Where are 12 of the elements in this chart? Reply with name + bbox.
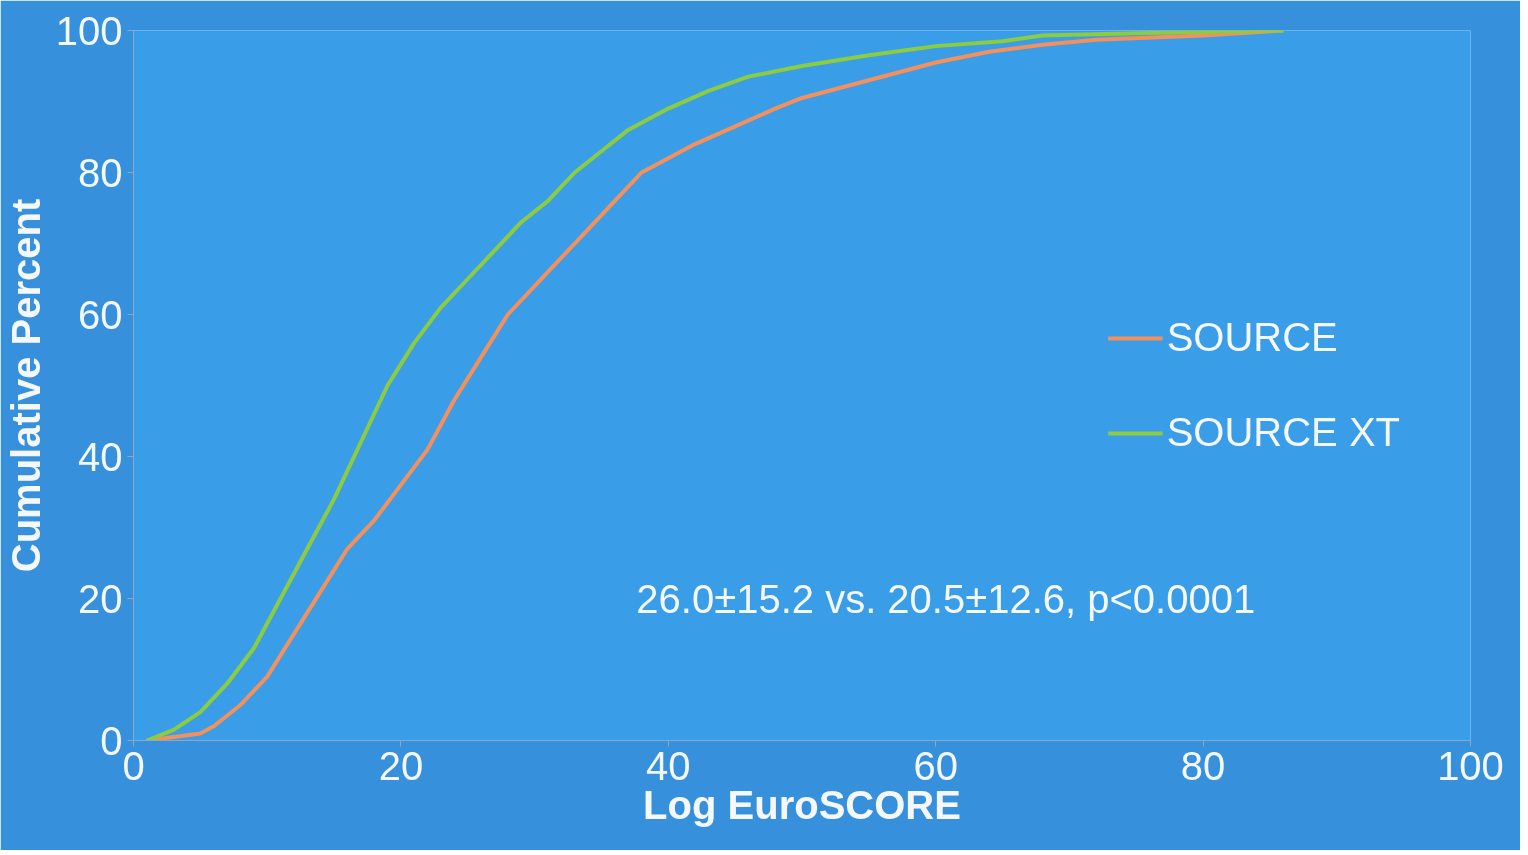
y-tick-label: 20 (78, 576, 123, 621)
x-tick-label: 20 (378, 743, 424, 788)
y-tick-label: 60 (78, 292, 123, 337)
y-tick-label: 40 (78, 434, 123, 479)
y-tick-label: 100 (55, 8, 123, 53)
x-tick-label: 80 (1180, 743, 1226, 788)
y-axis-title: Cumulative Percent (3, 198, 48, 573)
annotation: 26.0±15.2 vs. 20.5±12.6, p<0.0001 (636, 576, 1256, 621)
legend-label: SOURCE (1166, 315, 1338, 360)
legend-label: SOURCE XT (1166, 410, 1400, 455)
x-tick-label: 100 (1437, 743, 1504, 788)
y-tick-label: 80 (78, 150, 123, 195)
